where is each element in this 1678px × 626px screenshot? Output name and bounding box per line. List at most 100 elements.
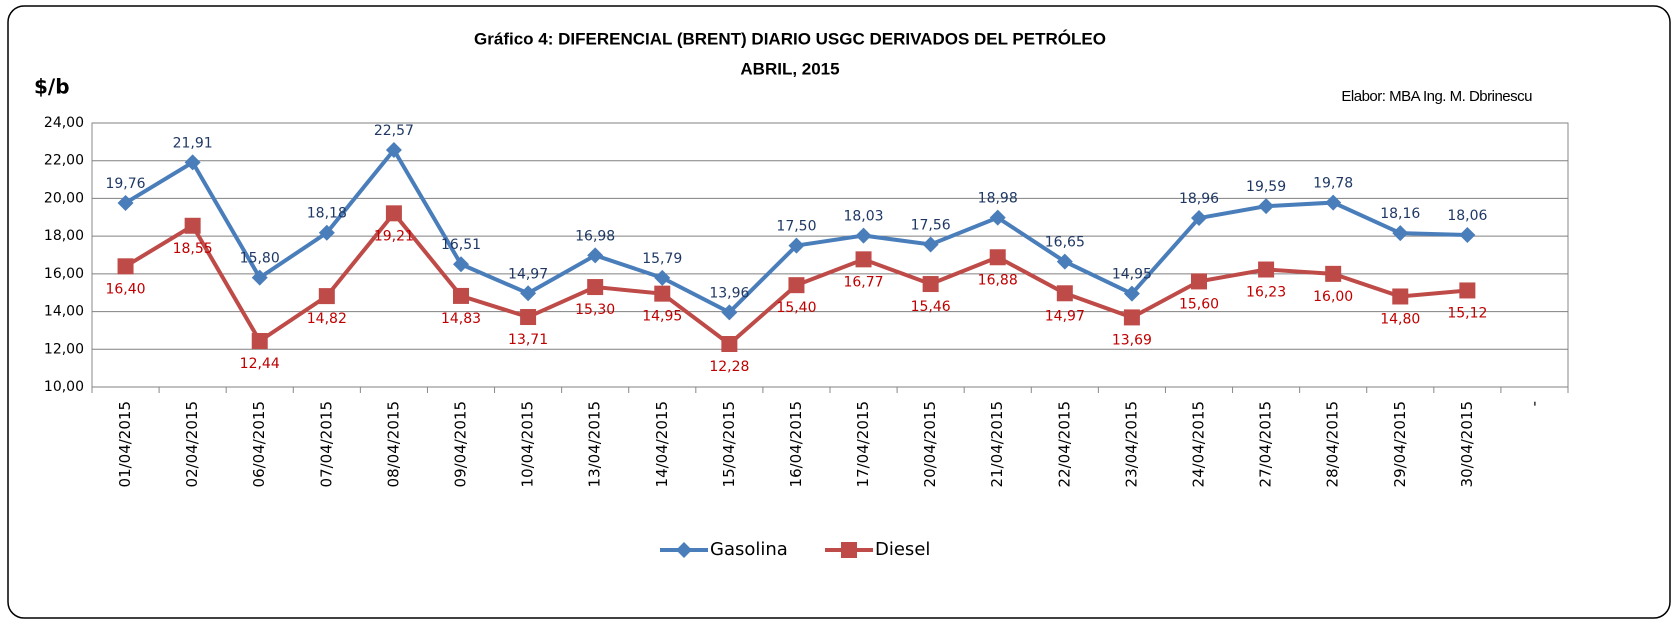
legend-label: Gasolina [710,539,788,560]
x-tick-label: 16/04/2015 [787,401,805,487]
data-label: 14,80 [1380,311,1420,327]
data-label: 15,60 [1179,296,1219,312]
x-tick-label: 15/04/2015 [720,401,738,487]
y-axis-label: $/b [34,75,70,99]
data-label: 16,88 [978,272,1018,288]
marker [989,249,1006,266]
data-label: 14,97 [508,266,548,282]
data-label: 14,97 [1045,308,1085,324]
chart-title: Gráfico 4: DIFERENCIAL (BRENT) DIARIO US… [474,29,1106,48]
data-label: 16,40 [105,281,145,297]
marker [855,227,872,244]
data-label: 16,51 [441,237,481,253]
data-label: 18,03 [843,209,883,225]
marker [587,279,604,296]
legend-label: Diesel [875,539,930,560]
x-tick-label: 27/04/2015 [1257,401,1275,487]
marker [184,217,201,234]
marker [788,237,805,254]
marker [385,205,402,222]
data-label: 19,59 [1246,179,1286,195]
data-label: 18,18 [307,206,347,222]
marker [520,285,537,302]
x-tick-label: 21/04/2015 [988,401,1006,487]
marker [453,287,469,304]
data-label: 15,12 [1447,305,1487,321]
legend-marker [676,542,692,558]
marker [1258,261,1275,278]
marker [318,224,335,241]
plot-area [91,122,1569,388]
marker [1123,309,1140,326]
data-label: 16,77 [843,274,883,290]
data-label: 15,79 [642,251,682,267]
data-label: 16,00 [1313,289,1353,305]
marker [318,288,335,305]
data-label: 13,96 [709,285,749,301]
marker [117,258,134,275]
marker [721,304,738,321]
x-tick-label: - [1525,401,1543,406]
data-label: 12,28 [709,359,749,375]
y-tick-label: 20,00 [44,190,84,206]
marker [251,269,268,286]
data-label: 22,57 [374,123,414,139]
data-label: 16,23 [1246,285,1286,301]
marker [1325,265,1342,282]
legend-marker [841,542,857,558]
data-label: 17,56 [911,217,951,233]
data-label: 19,76 [105,176,145,192]
x-tick-label: 06/04/2015 [250,401,268,487]
y-tick-label: 22,00 [44,153,84,169]
marker [251,332,268,349]
x-tick-label: 22/04/2015 [1055,401,1073,487]
data-label: 13,71 [508,332,548,348]
marker [1123,285,1140,302]
marker [385,141,402,158]
data-label: 18,98 [978,191,1018,207]
x-tick-label: 29/04/2015 [1391,401,1409,487]
y-tick-label: 24,00 [44,115,84,131]
data-label: 15,30 [575,302,615,318]
x-tick-label: 07/04/2015 [317,401,335,487]
data-label: 14,95 [1112,267,1152,283]
x-tick-label: 20/04/2015 [921,401,939,487]
data-label: 14,95 [642,309,682,325]
y-tick-label: 18,00 [44,228,84,244]
data-label: 17,50 [776,219,816,235]
x-tick-label: 13/04/2015 [586,401,604,487]
marker [1258,198,1275,215]
y-tick-label: 14,00 [44,304,84,320]
marker [184,154,201,171]
annotation: Elabor: MBA Ing. M. Dbrinescu [1341,88,1532,105]
x-tick-label: 23/04/2015 [1122,401,1140,487]
marker [1191,210,1207,227]
x-tick-label: 24/04/2015 [1190,401,1208,487]
marker [989,209,1006,226]
data-label: 14,83 [441,311,481,327]
marker [117,194,134,211]
data-label: 16,65 [1045,235,1085,251]
data-label: 18,55 [173,241,213,257]
marker [654,269,671,286]
marker [1392,288,1409,305]
marker [1459,282,1476,299]
x-tick-label: 17/04/2015 [854,401,872,487]
marker [587,247,604,264]
x-tick-label: 14/04/2015 [653,401,671,487]
data-label: 18,16 [1380,206,1420,222]
data-label: 15,80 [240,251,280,267]
marker [788,277,805,294]
marker [922,236,939,253]
marker [1325,194,1342,211]
x-tick-label: 10/04/2015 [519,401,537,487]
data-label: 15,46 [911,299,951,315]
data-label: 21,91 [173,135,213,151]
marker [1191,273,1207,290]
x-tick-label: 08/04/2015 [384,401,402,487]
y-tick-label: 10,00 [44,379,84,395]
marker [1056,253,1073,270]
x-tick-label: 02/04/2015 [183,401,201,487]
marker [922,276,939,293]
